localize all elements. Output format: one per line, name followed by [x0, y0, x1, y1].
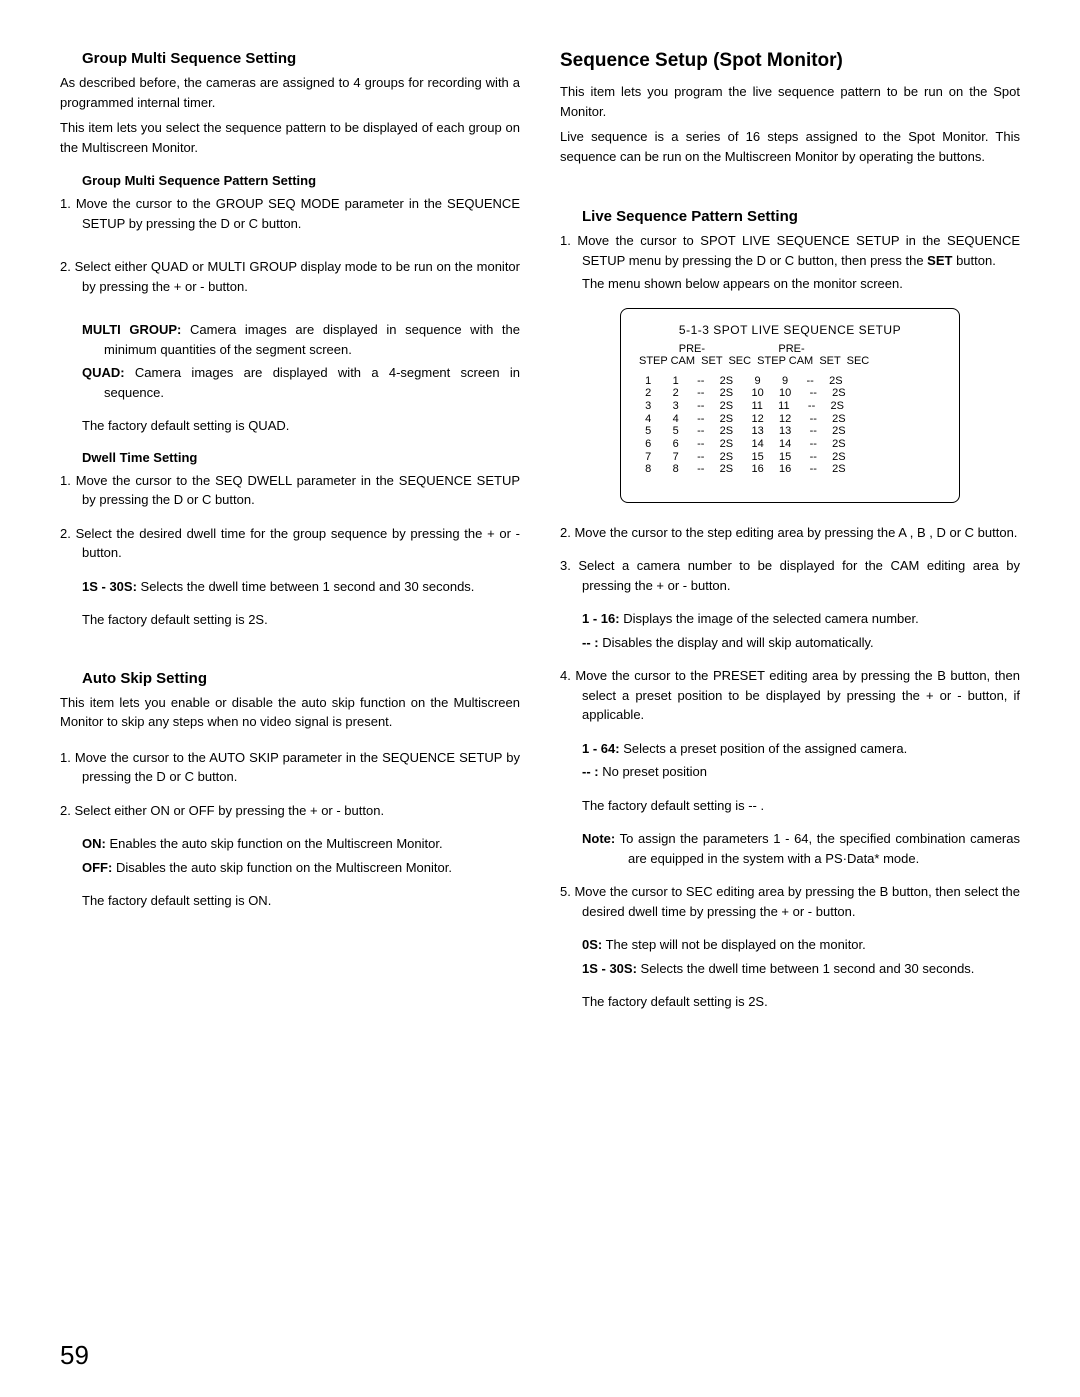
paragraph: This item lets you enable or disable the… [60, 693, 520, 732]
definition: QUAD: Camera images are displayed with a… [60, 363, 520, 402]
heading-sequence-setup: Sequence Setup (Spot Monitor) [560, 50, 1020, 72]
heading-live-seq: Live Sequence Pattern Setting [582, 208, 1020, 225]
list-item: 5. Move the cursor to SEC editing area b… [560, 882, 1020, 921]
definition: ON: Enables the auto skip function on th… [60, 834, 520, 854]
default-note: The factory default setting is 2S. [560, 992, 1020, 1012]
definition: -- : Disables the display and will skip … [560, 633, 1020, 653]
screen-table: 1 1 -- 2S 9 9 -- 2S 2 2 -- 2S 10 10 -- 2… [639, 375, 941, 476]
list-item: 1. Move the cursor to the GROUP SEQ MODE… [60, 194, 520, 233]
heading-pattern-setting: Group Multi Sequence Pattern Setting [82, 173, 520, 188]
list-item: 2. Select either ON or OFF by pressing t… [60, 801, 520, 821]
list-item: 1. Move the cursor to the SEQ DWELL para… [60, 471, 520, 510]
list-item: 4. Move the cursor to the PRESET editing… [560, 666, 1020, 725]
heading-group-multi: Group Multi Sequence Setting [82, 50, 520, 67]
definition: 0S: The step will not be displayed on th… [560, 935, 1020, 955]
definition: 1 - 64: Selects a preset position of the… [560, 739, 1020, 759]
heading-dwell: Dwell Time Setting [82, 450, 520, 465]
right-column: Sequence Setup (Spot Monitor) This item … [560, 50, 1020, 1016]
list-item: 1. Move the cursor to SPOT LIVE SEQUENCE… [560, 231, 1020, 270]
default-note: The factory default setting is QUAD. [60, 416, 520, 436]
definition: -- : No preset position [560, 762, 1020, 782]
screen-header: PRE- PRE- STEP CAM SET SEC STEP CAM SET … [639, 343, 941, 367]
list-item: 2. Move the cursor to the step editing a… [560, 523, 1020, 543]
definition: 1 - 16: Displays the image of the select… [560, 609, 1020, 629]
list-item: 2. Select the desired dwell time for the… [60, 524, 520, 563]
list-item: 3. Select a camera number to be displaye… [560, 556, 1020, 595]
heading-auto-skip: Auto Skip Setting [82, 670, 520, 687]
definition: OFF: Disables the auto skip function on … [60, 858, 520, 878]
paragraph: As described before, the cameras are ass… [60, 73, 520, 112]
list-item: 2. Select either QUAD or MULTI GROUP dis… [60, 257, 520, 296]
paragraph: This item lets you select the sequence p… [60, 118, 520, 157]
default-note: The factory default setting is -- . [560, 796, 1020, 816]
default-note: The factory default setting is 2S. [60, 610, 520, 630]
screen-title: 5-1-3 SPOT LIVE SEQUENCE SETUP [639, 323, 941, 337]
definition: 1S - 30S: Selects the dwell time between… [60, 577, 520, 597]
note: Note: To assign the parameters 1 - 64, t… [560, 829, 1020, 868]
definition: MULTI GROUP: Camera images are displayed… [60, 320, 520, 359]
default-note: The factory default setting is ON. [60, 891, 520, 911]
list-item: 1. Move the cursor to the AUTO SKIP para… [60, 748, 520, 787]
menu-screen: 5-1-3 SPOT LIVE SEQUENCE SETUP PRE- PRE-… [620, 308, 960, 503]
paragraph: The menu shown below appears on the moni… [560, 274, 1020, 294]
page-number: 59 [60, 1340, 89, 1371]
definition: 1S - 30S: Selects the dwell time between… [560, 959, 1020, 979]
paragraph: Live sequence is a series of 16 steps as… [560, 127, 1020, 166]
paragraph: This item lets you program the live sequ… [560, 82, 1020, 121]
two-column-layout: Group Multi Sequence Setting As describe… [60, 50, 1020, 1016]
left-column: Group Multi Sequence Setting As describe… [60, 50, 520, 1016]
